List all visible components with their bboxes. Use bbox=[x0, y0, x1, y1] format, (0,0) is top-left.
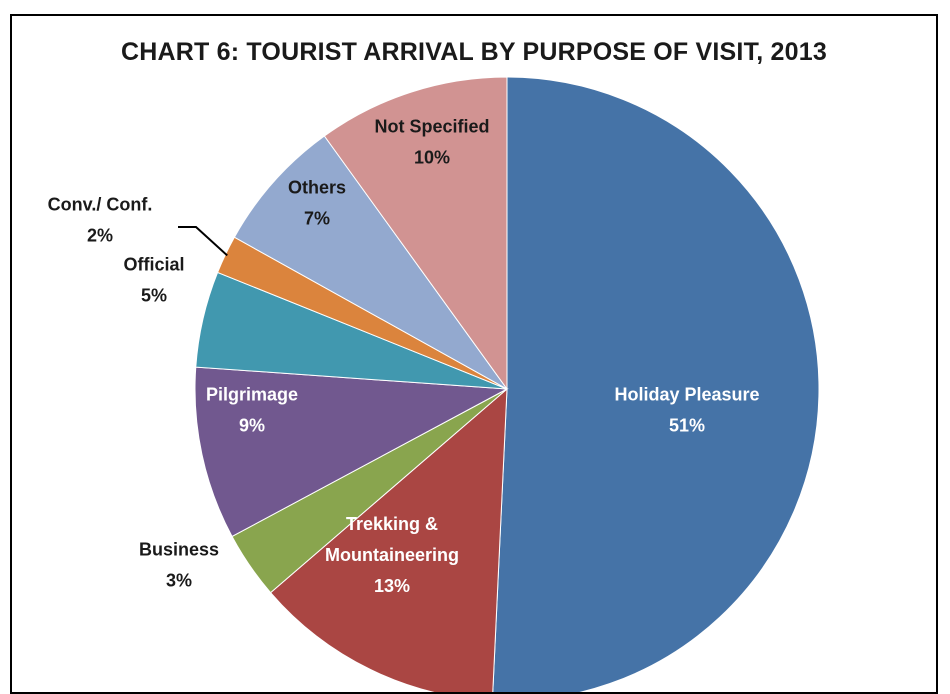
slice-label-official: Official 5% bbox=[123, 255, 184, 306]
pie-slice-pilgrimage bbox=[194, 366, 509, 538]
pie-slice-trekking-mountaineering bbox=[269, 387, 508, 692]
leader-line-conv-conf bbox=[178, 226, 228, 257]
chart-title: CHART 6: TOURIST ARRIVAL BY PURPOSE OF V… bbox=[121, 38, 827, 66]
chart-frame: CHART 6: TOURIST ARRIVAL BY PURPOSE OF V… bbox=[10, 14, 938, 694]
slice-label-trekking-mountaineering: Trekking & Mountaineering 13% bbox=[325, 514, 459, 596]
slice-label-holiday-pleasure: Holiday Pleasure 51% bbox=[614, 385, 759, 436]
pie-slice-holiday-pleasure bbox=[492, 76, 820, 692]
slice-label-conv-conf: Conv./ Conf. 2% bbox=[48, 195, 153, 246]
slice-label-others: Others 7% bbox=[288, 178, 346, 229]
slice-label-business: Business 3% bbox=[139, 540, 219, 591]
pie-slice-not-specified bbox=[323, 76, 508, 391]
pie-slice-others bbox=[233, 135, 508, 390]
slice-label-not-specified: Not Specified 10% bbox=[374, 117, 489, 168]
slice-label-pilgrimage: Pilgrimage 9% bbox=[206, 385, 298, 436]
pie-chart: Holiday Pleasure 51% Trekking & Mountaineer… bbox=[48, 76, 820, 692]
